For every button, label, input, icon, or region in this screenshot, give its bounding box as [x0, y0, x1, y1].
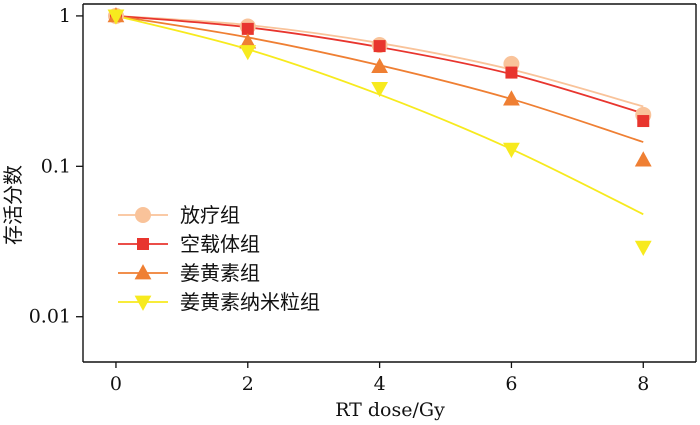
- y-tick-label: 0.01: [29, 306, 71, 328]
- data-point: [107, 9, 125, 25]
- x-tick-label: 2: [242, 373, 254, 395]
- legend-swatch-marker: [134, 295, 152, 311]
- plot-frame: [82, 3, 697, 363]
- y-tick-label: 0.1: [41, 155, 71, 177]
- data-point: [239, 33, 257, 49]
- x-axis-ticks: 0 2 4 6 8: [110, 362, 649, 395]
- y-tick-label: 1: [59, 5, 71, 27]
- data-point: [373, 40, 386, 53]
- data-point: [371, 81, 389, 98]
- legend-label: 空载体组: [180, 232, 260, 256]
- legend-label: 姜黄素纳米粒组: [180, 290, 320, 314]
- data-point: [503, 90, 520, 106]
- data-point: [371, 57, 389, 74]
- data-point: [634, 151, 652, 167]
- x-tick-label: 8: [637, 373, 649, 395]
- legend-label: 姜黄素组: [180, 261, 260, 285]
- legend-swatch-marker: [137, 238, 149, 250]
- data-markers: [107, 7, 652, 256]
- legend-swatch-marker: [135, 207, 151, 223]
- y-axis-title: 存活分数: [1, 165, 25, 245]
- data-point: [505, 66, 518, 79]
- data-point: [503, 142, 520, 158]
- x-tick-label: 4: [374, 373, 386, 395]
- data-point: [239, 45, 257, 61]
- y-axis-ticks: 1 0.1 0.01: [29, 5, 83, 328]
- data-point: [634, 240, 652, 256]
- x-tick-label: 0: [110, 373, 122, 395]
- legend-label: 放疗组: [180, 203, 240, 227]
- x-tick-label: 6: [505, 373, 517, 395]
- data-point: [637, 115, 650, 128]
- x-axis-title: RT dose/Gy: [335, 399, 445, 421]
- legend-swatch-marker: [134, 264, 152, 280]
- data-point: [241, 22, 254, 35]
